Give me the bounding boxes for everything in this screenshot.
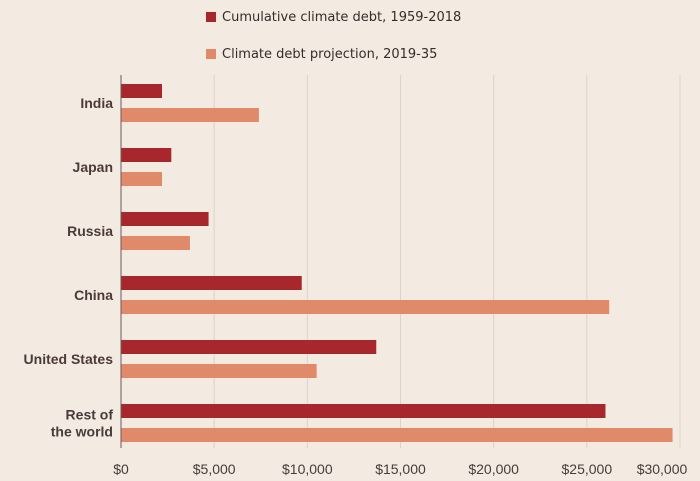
- bar-cumulative: [121, 276, 302, 290]
- category-label: Japan: [73, 159, 113, 175]
- bars: [121, 84, 673, 442]
- x-tick-label: $30,000: [637, 461, 688, 477]
- x-tick-label: $10,000: [282, 461, 333, 477]
- bar-projection: [121, 236, 190, 250]
- bar-projection: [121, 300, 610, 314]
- bar-cumulative: [121, 212, 209, 226]
- bar-projection: [121, 364, 317, 378]
- x-tick-label: $15,000: [375, 461, 426, 477]
- bar-projection: [121, 428, 673, 442]
- legend-swatch-projection: [206, 49, 216, 59]
- category-label: China: [74, 287, 113, 303]
- legend-swatch-cumulative: [206, 12, 216, 22]
- category-label-line: China: [74, 287, 113, 303]
- x-tick-labels: $0 $5,000 $10,000 $15,000 $20,000 $25,000 $30,…: [113, 461, 687, 477]
- bar-projection: [121, 108, 259, 122]
- bar-cumulative: [121, 148, 172, 162]
- category-label-line: Rest of: [66, 407, 114, 423]
- category-labels: India Japan Russia China United States Rest o…: [24, 95, 114, 440]
- x-tick-label: $25,000: [562, 461, 613, 477]
- category-label-line: Japan: [73, 159, 113, 175]
- category-label-line: the world: [51, 424, 113, 440]
- x-tick-label: $0: [113, 461, 129, 477]
- category-label-line: India: [80, 95, 113, 111]
- category-label: Rest of the world: [51, 407, 114, 440]
- bar-projection: [121, 172, 162, 186]
- category-label: United States: [24, 351, 114, 367]
- category-label: Russia: [67, 223, 113, 239]
- x-gridlines: [213, 75, 681, 448]
- legend-label-cumulative: Cumulative climate debt, 1959-2018: [222, 10, 461, 25]
- bar-cumulative: [121, 340, 377, 354]
- bar-cumulative: [121, 404, 606, 418]
- category-label-line: United States: [24, 351, 114, 367]
- legend-label-projection: Climate debt projection, 2019-35: [222, 47, 437, 62]
- x-tick-label: $5,000: [193, 461, 236, 477]
- legend: Cumulative climate debt, 1959-2018 Clima…: [206, 10, 461, 62]
- bar-cumulative: [121, 84, 162, 98]
- category-label-line: Russia: [67, 223, 113, 239]
- category-label: India: [80, 95, 113, 111]
- x-tick-label: $20,000: [468, 461, 519, 477]
